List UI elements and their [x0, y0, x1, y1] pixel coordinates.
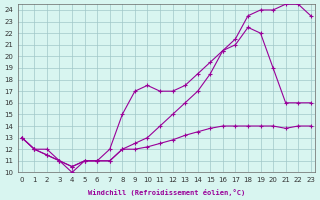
X-axis label: Windchill (Refroidissement éolien,°C): Windchill (Refroidissement éolien,°C) [88, 189, 245, 196]
